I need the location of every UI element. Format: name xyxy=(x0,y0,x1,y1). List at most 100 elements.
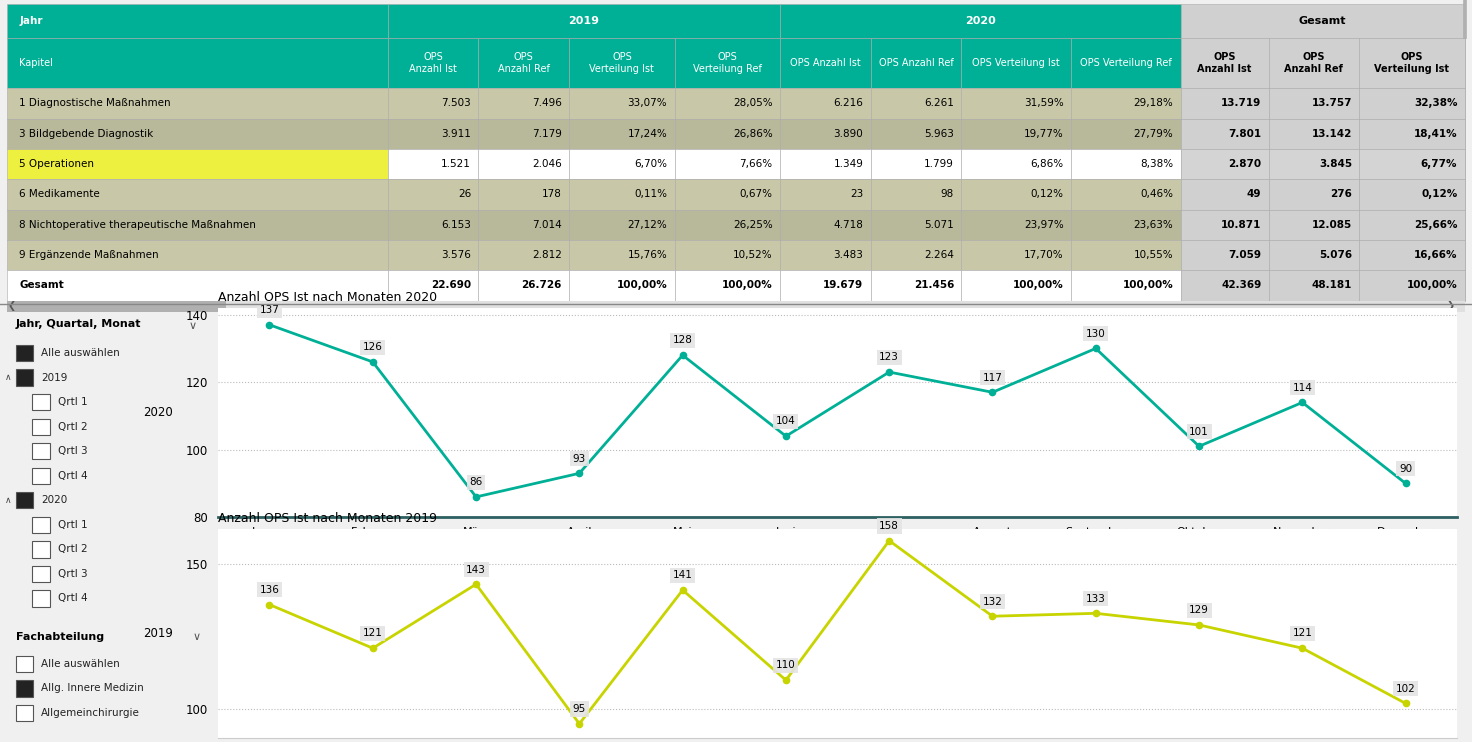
Bar xyxy=(570,180,674,209)
Text: 7.014: 7.014 xyxy=(533,220,562,230)
Bar xyxy=(1072,119,1181,149)
Bar xyxy=(16,705,32,721)
Text: 6.261: 6.261 xyxy=(924,99,954,108)
Bar xyxy=(478,270,570,301)
Bar xyxy=(1269,149,1359,180)
Bar xyxy=(1181,270,1269,301)
Text: 10,55%: 10,55% xyxy=(1133,250,1173,260)
Text: 7.503: 7.503 xyxy=(442,99,471,108)
Bar xyxy=(7,180,387,209)
Bar xyxy=(7,4,387,38)
Bar xyxy=(478,180,570,209)
Bar xyxy=(570,149,674,180)
Bar xyxy=(32,394,50,410)
Bar xyxy=(32,565,50,582)
Text: 49: 49 xyxy=(1247,189,1262,200)
Text: 26,86%: 26,86% xyxy=(733,129,773,139)
Bar xyxy=(1072,149,1181,180)
Text: 10,52%: 10,52% xyxy=(733,250,773,260)
Text: 5.076: 5.076 xyxy=(1319,250,1351,260)
Text: 2.046: 2.046 xyxy=(533,159,562,169)
Bar xyxy=(780,38,870,88)
Text: 27,12%: 27,12% xyxy=(627,220,667,230)
Text: 23: 23 xyxy=(849,189,863,200)
Text: 3 Bildgebende Diagnostik: 3 Bildgebende Diagnostik xyxy=(19,129,153,139)
Text: 23,63%: 23,63% xyxy=(1133,220,1173,230)
Bar xyxy=(1269,270,1359,301)
Text: Fachabteilung: Fachabteilung xyxy=(16,631,103,642)
Bar xyxy=(674,88,780,119)
Bar xyxy=(387,209,478,240)
Text: 10.871: 10.871 xyxy=(1220,220,1262,230)
Text: 5 Operationen: 5 Operationen xyxy=(19,159,94,169)
Bar xyxy=(674,119,780,149)
Text: Qrtl 1: Qrtl 1 xyxy=(57,520,87,530)
Text: 158: 158 xyxy=(879,521,899,531)
Text: 178: 178 xyxy=(542,189,562,200)
Bar xyxy=(570,270,674,301)
Bar xyxy=(32,467,50,484)
Text: 7.059: 7.059 xyxy=(1228,250,1262,260)
Text: OPS
Anzahl Ist: OPS Anzahl Ist xyxy=(409,52,458,74)
Text: 42.369: 42.369 xyxy=(1220,280,1262,290)
Text: 1.799: 1.799 xyxy=(924,159,954,169)
Text: OPS Verteilung Ref: OPS Verteilung Ref xyxy=(1080,58,1172,68)
Text: 1 Diagnostische Maßnahmen: 1 Diagnostische Maßnahmen xyxy=(19,99,171,108)
Bar xyxy=(674,38,780,88)
Bar xyxy=(1072,88,1181,119)
Text: 100,00%: 100,00% xyxy=(1013,280,1064,290)
Text: Anzahl OPS Ist nach Monaten 2019: Anzahl OPS Ist nach Monaten 2019 xyxy=(218,512,437,525)
Text: 6,86%: 6,86% xyxy=(1030,159,1064,169)
Text: 9 Ergänzende Maßnahmen: 9 Ergänzende Maßnahmen xyxy=(19,250,159,260)
Bar xyxy=(1072,240,1181,270)
Bar xyxy=(1181,119,1269,149)
Text: 18,41%: 18,41% xyxy=(1413,129,1457,139)
Text: 101: 101 xyxy=(1189,427,1209,436)
Text: 7.496: 7.496 xyxy=(531,99,562,108)
Text: 132: 132 xyxy=(982,597,1002,606)
Text: 7.801: 7.801 xyxy=(1228,129,1262,139)
Bar xyxy=(1072,209,1181,240)
Bar xyxy=(1269,180,1359,209)
Bar xyxy=(1181,180,1269,209)
Text: 100,00%: 100,00% xyxy=(617,280,667,290)
Y-axis label: 2019: 2019 xyxy=(143,627,174,640)
Text: 128: 128 xyxy=(673,335,693,346)
Bar xyxy=(1359,209,1465,240)
Text: OPS
Verteilung Ref: OPS Verteilung Ref xyxy=(693,52,761,74)
Bar xyxy=(1269,119,1359,149)
Bar xyxy=(32,516,50,533)
Text: 8,38%: 8,38% xyxy=(1141,159,1173,169)
Bar xyxy=(7,119,387,149)
Text: 2019: 2019 xyxy=(41,372,68,383)
Text: 90: 90 xyxy=(1398,464,1412,473)
Text: 21.456: 21.456 xyxy=(914,280,954,290)
Text: 2.870: 2.870 xyxy=(1228,159,1262,169)
Text: 1.349: 1.349 xyxy=(833,159,863,169)
Bar xyxy=(1359,149,1465,180)
Text: Gesamt: Gesamt xyxy=(19,280,63,290)
Text: Qrtl 3: Qrtl 3 xyxy=(57,569,87,579)
Bar xyxy=(570,88,674,119)
Bar xyxy=(570,119,674,149)
Bar xyxy=(570,38,674,88)
Text: Qrtl 1: Qrtl 1 xyxy=(57,397,87,407)
Text: 0,11%: 0,11% xyxy=(634,189,667,200)
Bar xyxy=(1359,88,1465,119)
Bar xyxy=(674,270,780,301)
Text: 93: 93 xyxy=(573,453,586,464)
Bar xyxy=(1269,88,1359,119)
Text: ∨: ∨ xyxy=(188,321,197,331)
Bar xyxy=(780,270,870,301)
Bar xyxy=(478,88,570,119)
Bar xyxy=(387,240,478,270)
Bar xyxy=(32,443,50,459)
Text: 143: 143 xyxy=(467,565,486,574)
Bar xyxy=(16,345,32,361)
Bar xyxy=(1359,38,1465,88)
Bar xyxy=(1181,88,1269,119)
Text: Qrtl 3: Qrtl 3 xyxy=(57,446,87,456)
Text: 0,12%: 0,12% xyxy=(1030,189,1064,200)
Text: Anzahl OPS Ist nach Monaten 2020: Anzahl OPS Ist nach Monaten 2020 xyxy=(218,291,437,304)
Text: 15,76%: 15,76% xyxy=(627,250,667,260)
